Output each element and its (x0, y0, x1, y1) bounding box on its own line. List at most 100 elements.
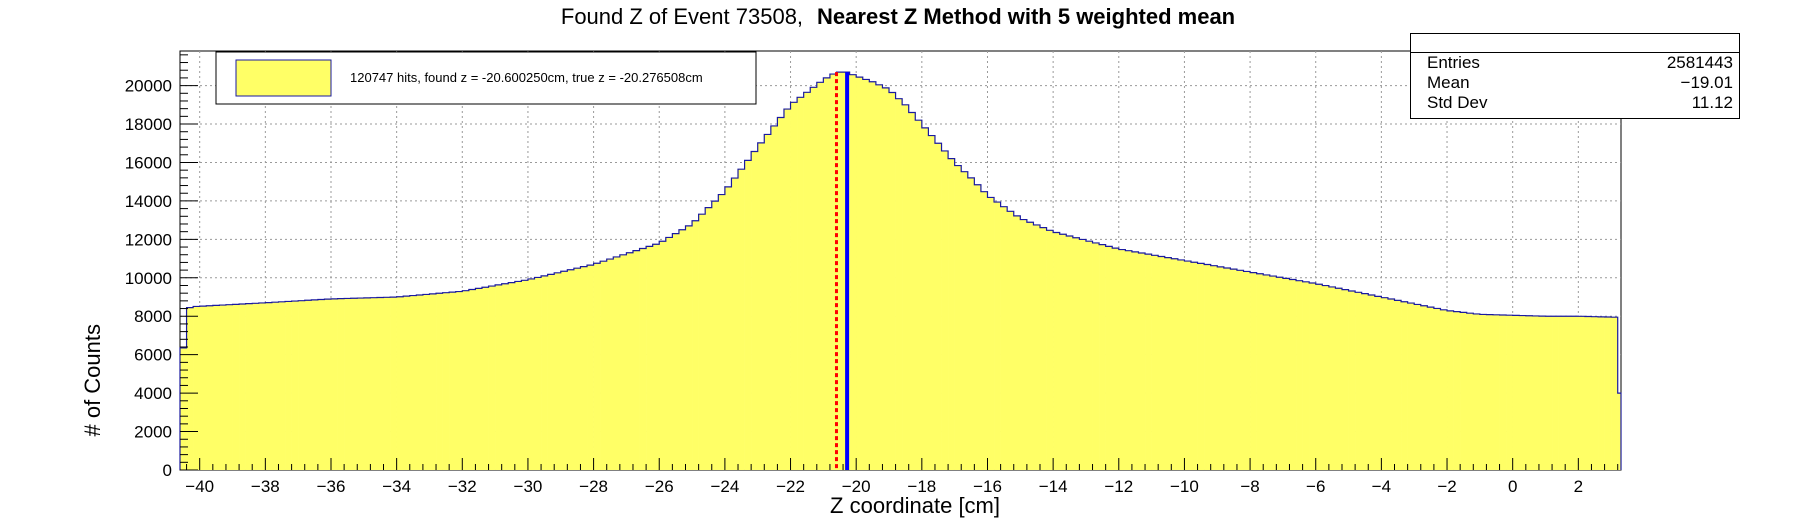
histogram-bin (1217, 266, 1225, 470)
histogram-bin (652, 244, 660, 470)
histogram-bin (1578, 316, 1586, 470)
histogram-bin (206, 305, 214, 470)
x-tick-label: −4 (1372, 477, 1391, 496)
histogram-bin (239, 304, 246, 470)
histogram-bin (495, 284, 502, 470)
histogram-bin (757, 142, 765, 470)
histogram-bin (1033, 224, 1041, 470)
histogram-bin (1460, 312, 1468, 470)
legend: 120747 hits, found z = -20.600250cm, tru… (215, 51, 757, 105)
histogram-bin (921, 127, 929, 470)
histogram-bin (1322, 285, 1330, 470)
x-tick-label: −8 (1240, 477, 1259, 496)
histogram-bin (744, 160, 752, 470)
histogram-bin (475, 288, 483, 470)
histogram-bin (1591, 316, 1599, 470)
histogram-bin (639, 248, 647, 470)
histogram-bin (501, 283, 509, 470)
histogram-bin (803, 92, 811, 470)
histogram-bin (409, 295, 417, 470)
histogram-bin (1440, 309, 1448, 470)
histogram-bin (823, 77, 831, 470)
histogram-bin (330, 298, 338, 470)
histogram-bin (383, 297, 391, 470)
histogram-bin (829, 74, 837, 471)
histogram-bin (1204, 264, 1211, 470)
histogram-bin (1013, 215, 1021, 470)
histogram-bin (908, 112, 916, 471)
histogram-bin (350, 298, 358, 470)
histogram-bin (225, 304, 233, 470)
x-tick-label: −28 (579, 477, 608, 496)
histogram-bin (278, 301, 286, 470)
histogram-bin (1447, 310, 1454, 470)
histogram-bin (731, 178, 739, 470)
histogram-bin (1099, 244, 1106, 470)
histogram-bin (541, 275, 548, 470)
histogram-bin (298, 300, 306, 470)
histogram-bin (481, 287, 489, 470)
histogram-bin (245, 303, 253, 470)
histogram-bin (1125, 250, 1133, 470)
histogram-bin (436, 293, 443, 470)
histogram-bin (1000, 206, 1008, 471)
histogram-bin (869, 81, 877, 471)
histogram-bin (1571, 316, 1579, 470)
histogram-bin (1407, 303, 1415, 470)
y-tick-label: 12000 (125, 230, 172, 249)
histogram-bin (363, 297, 371, 470)
histogram-bin (1053, 232, 1060, 470)
histogram-bin (1414, 304, 1422, 470)
stats-header (1411, 34, 1739, 53)
histogram-bin (1473, 313, 1481, 470)
histogram-bin (1558, 316, 1566, 470)
histogram-bin (934, 143, 942, 470)
histogram-bin (212, 305, 220, 470)
histogram-bin (1112, 248, 1120, 470)
histogram-bin (1532, 315, 1540, 470)
histogram-bin (416, 295, 424, 470)
histogram-bin (258, 302, 266, 470)
histogram-bin (1151, 255, 1159, 470)
histogram-bin (1368, 295, 1376, 470)
histogram-bin (1296, 280, 1303, 470)
histogram-bin (1433, 308, 1441, 470)
histogram-bin (317, 299, 325, 470)
y-tick-label: 18000 (125, 115, 172, 134)
x-tick-label: −14 (1039, 477, 1068, 496)
stats-row-std: Std Dev 11.12 (1411, 93, 1739, 113)
legend-text: 120747 hits, found z = -20.600250cm, tru… (350, 70, 703, 85)
histogram-bin (455, 291, 463, 470)
axes: −40 −38 −36 −34 −32 −30 −28 −26 −24 −22 −20 −18 −16−… (125, 54, 1619, 496)
histogram-bin (1565, 316, 1573, 470)
histogram-bin (1020, 219, 1028, 470)
histogram-bin (199, 306, 207, 470)
histogram-bin (560, 271, 568, 470)
histogram-bin (1611, 317, 1619, 470)
x-tick-label: 0 (1508, 477, 1517, 496)
histogram-bin (1427, 307, 1435, 470)
x-tick-label: −10 (1170, 477, 1199, 496)
y-tick-label: 20000 (125, 77, 172, 96)
histogram-bin (1026, 222, 1034, 470)
histogram-bin (1190, 262, 1198, 470)
x-axis-title: Z coordinate [cm] (830, 493, 1000, 518)
histogram-bin (994, 202, 1001, 470)
histogram-bin (1131, 251, 1139, 470)
histogram-bin (1519, 315, 1527, 470)
histogram-bin (1243, 271, 1251, 470)
histogram-bin (980, 191, 988, 470)
histogram-bin (1164, 257, 1172, 470)
histogram-bin (1538, 316, 1546, 470)
histogram-bin (337, 298, 345, 470)
histogram-bin (797, 97, 804, 470)
histogram-bin (567, 269, 575, 470)
histogram-bin (1289, 279, 1297, 470)
legend-swatch (235, 59, 332, 97)
histogram-bin (1158, 256, 1166, 470)
histogram-bin (468, 289, 476, 470)
histogram-bin (692, 220, 699, 470)
histogram-bin (836, 72, 844, 470)
histogram-bin (324, 299, 332, 470)
y-tick-label: 14000 (125, 192, 172, 211)
